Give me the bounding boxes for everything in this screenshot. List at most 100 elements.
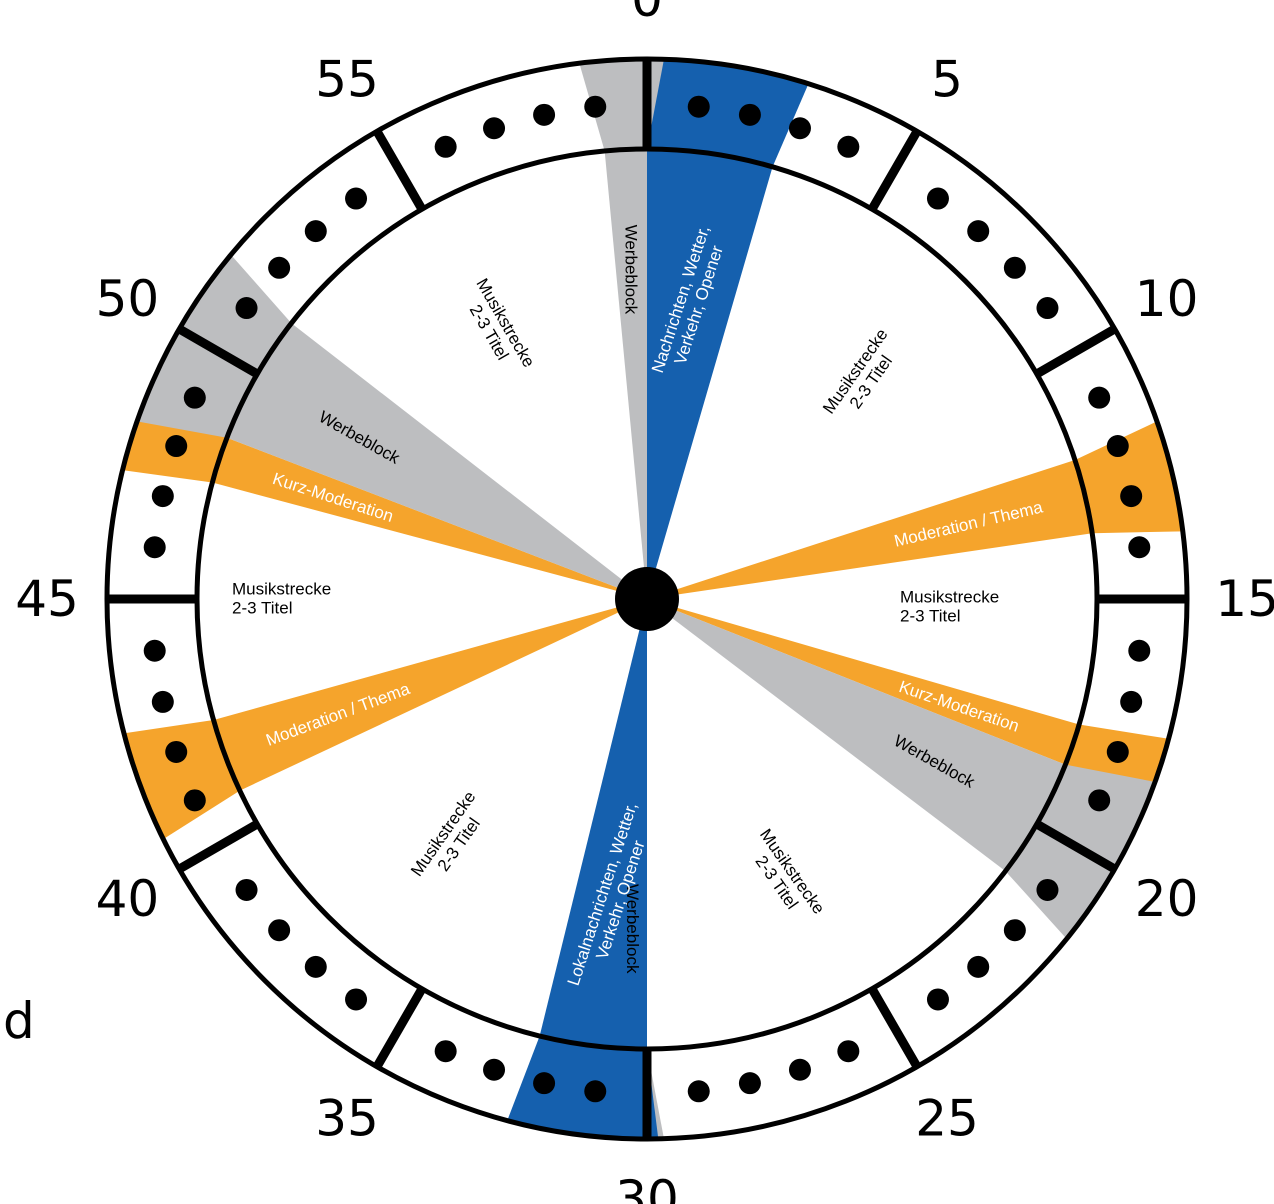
minute-label-20: 20 [1135,870,1199,928]
minute-dot-57 [483,117,506,140]
minute-dot-4 [837,135,860,158]
minute-dot-6 [926,187,949,210]
news-top-ring-slice [635,59,809,167]
minute-dot-28 [738,1072,761,1095]
minute-dot-56 [434,135,457,158]
minute-dot-46 [143,536,166,559]
minute-dot-37 [304,955,327,978]
minute-dot-11 [1088,386,1111,409]
minute-label-15: 15 [1215,570,1274,628]
minute-label-50: 50 [96,270,160,328]
kurz-mod-1-wedge [647,599,1080,765]
minute-dot-32 [533,1072,556,1095]
tick-5 [868,129,921,212]
minute-dot-39 [235,878,258,901]
minute-dot-54 [345,187,368,210]
minute-dot-16 [1128,639,1151,662]
music-2-label-line-0: Musikstrecke [900,588,999,607]
minute-label-40: 40 [96,870,160,928]
werbe-1-wedge [647,599,1066,872]
minute-dot-41 [183,789,206,812]
music-2-label-line-1: 2-3 Titel [900,607,960,626]
werbe-2-label-line-0: Werbeblock [623,884,642,974]
tick-50 [177,325,260,378]
minute-dot-34 [434,1040,457,1063]
minute-dot-52 [268,256,291,279]
minute-dot-23 [967,955,990,978]
minute-dot-26 [837,1040,860,1063]
music-5-label-line-1: 2-3 Titel [232,599,292,618]
minute-label-25: 25 [915,1090,979,1148]
news-bottom-ring-slice [507,1036,659,1139]
minute-dot-19 [1088,789,1111,812]
tick-25 [868,986,921,1069]
minute-dot-33 [483,1058,506,1081]
minute-dot-21 [1036,878,1059,901]
minute-dot-48 [165,435,188,458]
minute-dot-3 [788,117,811,140]
minute-dot-59 [584,95,607,118]
minute-dot-42 [165,740,188,763]
music-5-label-line-0: Musikstrecke [232,580,331,599]
minute-dot-2 [738,103,761,126]
minute-dot-53 [304,220,327,243]
mod-thema-2-wedge [213,599,647,791]
minute-dot-43 [151,690,174,713]
minute-dot-13 [1120,485,1143,508]
minute-label-0: 0 [631,0,663,28]
minute-dot-8 [1003,256,1026,279]
minute-dot-31 [584,1080,607,1103]
tick-40 [177,820,260,873]
minute-dot-47 [151,485,174,508]
tick-35 [373,986,426,1069]
minute-dot-18 [1106,740,1129,763]
minute-dot-44 [143,639,166,662]
werbe-4-wedge [604,149,647,599]
werbe-2-label: Werbeblock [623,884,642,974]
minute-dot-17 [1120,690,1143,713]
tick-20 [1034,820,1117,873]
minute-dot-29 [687,1080,710,1103]
minute-dot-49 [183,386,206,409]
werbe-3-wedge [226,323,648,599]
minute-dot-1 [687,95,710,118]
tick-layer [107,59,1187,1139]
mod-thema-2-ring-slice [123,720,240,840]
minute-dot-58 [533,103,556,126]
tick-10 [1034,325,1117,378]
minute-dot-14 [1128,536,1151,559]
werbe-4-label: Werbeblock [621,225,640,315]
minute-dot-38 [268,919,291,942]
minute-label-45: 45 [15,570,79,628]
minute-label-30: 30 [615,1170,679,1204]
minute-dot-27 [788,1058,811,1081]
minute-dot-layer [143,95,1151,1103]
tick-55 [373,129,426,212]
mod-thema-1-ring-slice [1074,421,1183,534]
minute-dot-12 [1106,435,1129,458]
news-bottom-wedge [539,599,647,1049]
minute-dot-22 [1003,919,1026,942]
minute-dot-36 [345,988,368,1011]
center-hub [615,567,679,631]
kurz-mod-2-wedge [212,437,647,599]
minute-dot-51 [235,297,258,320]
minute-label-10: 10 [1135,270,1199,328]
minute-dot-7 [967,220,990,243]
minute-dot-9 [1036,297,1059,320]
minute-label-55: 55 [315,50,379,108]
minute-dot-24 [926,988,949,1011]
werbe-4-label-line-0: Werbeblock [621,225,640,315]
news-top-wedge [647,149,773,599]
mod-thema-1-wedge [647,459,1093,599]
minute-label-35: 35 [315,1090,379,1148]
minute-label-5: 5 [931,50,963,108]
stray-text: d [3,992,35,1050]
minute-label-layer: 0 5 10 15 20 25 30 35 40 45 50 55 [15,0,1274,1204]
